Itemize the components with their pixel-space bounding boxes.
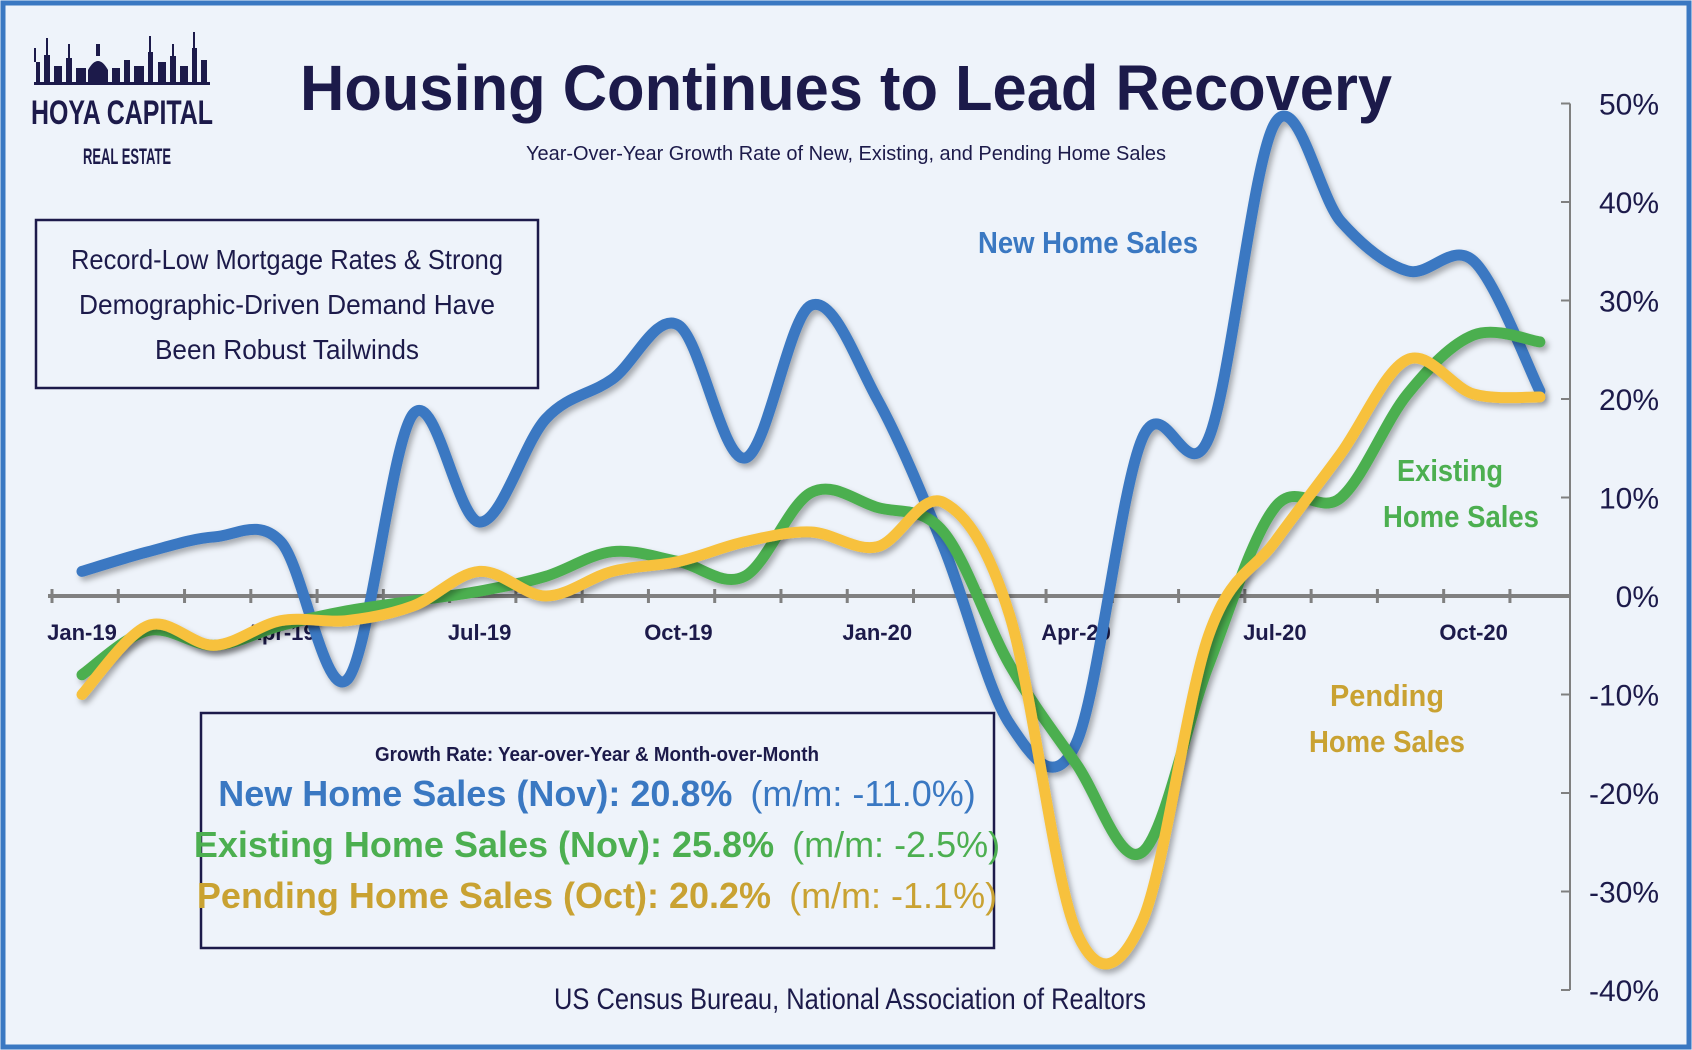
stats-row-pending-main: Pending Home Sales (Oct): 20.2% — [197, 875, 771, 916]
stats-heading: Growth Rate: Year-over-Year & Month-over… — [375, 744, 819, 766]
y-tick-label: 40% — [1599, 187, 1659, 220]
y-tick-label: -40% — [1589, 975, 1659, 1008]
y-tick-label: -20% — [1589, 778, 1659, 811]
y-tick-label: 10% — [1599, 483, 1659, 516]
series-label-existing-1: Existing — [1397, 453, 1503, 488]
chart-subtitle: Year-Over-Year Growth Rate of New, Exist… — [526, 143, 1166, 165]
x-tick-label: Jul-19 — [448, 620, 512, 645]
y-tick-label: 30% — [1599, 286, 1659, 319]
stats-row-new-sub: (m/m: -11.0%) — [750, 773, 975, 814]
stats-row-new-main: New Home Sales (Nov): 20.8% — [218, 773, 732, 814]
y-tick-label: -10% — [1589, 680, 1659, 713]
logo: HOYA CAPITAL REAL ESTATE — [31, 32, 213, 169]
skyline-icon — [34, 32, 210, 85]
stats-box: Growth Rate: Year-over-Year & Month-over… — [194, 711, 1000, 950]
x-tick-label: Jan-19 — [47, 620, 117, 645]
series-label-pending-2: Home Sales — [1309, 724, 1465, 759]
stats-row-existing-main: Existing Home Sales (Nov): 25.8% — [194, 824, 774, 865]
x-tick-label: Oct-19 — [644, 620, 712, 645]
stats-row-existing-sub: (m/m: -2.5%) — [792, 824, 1000, 865]
series-labels: New Home Sales Existing Home Sales Pendi… — [978, 225, 1539, 759]
stats-row-existing: Existing Home Sales (Nov): 25.8% (m/m: -… — [194, 824, 1000, 865]
stats-row-pending-sub: (m/m: -1.1%) — [789, 875, 997, 916]
x-tick-label: Jul-20 — [1243, 620, 1307, 645]
y-tick-label: -30% — [1589, 877, 1659, 910]
note-box-border — [34, 218, 540, 390]
stats-box-border — [199, 711, 996, 950]
y-tick-label: 20% — [1599, 384, 1659, 417]
note-box: Record-Low Mortgage Rates & Strong Demog… — [34, 218, 540, 390]
note-line-3: Been Robust Tailwinds — [155, 334, 419, 365]
series-line-new — [76, 110, 1546, 773]
series-label-pending-1: Pending — [1330, 678, 1444, 713]
logo-line1: HOYA CAPITAL — [31, 94, 213, 132]
series-line-pending — [76, 352, 1546, 970]
logo-line2: REAL ESTATE — [83, 144, 171, 169]
series-label-existing-2: Home Sales — [1383, 499, 1539, 534]
source-note: US Census Bureau, National Association o… — [554, 983, 1146, 1016]
stats-row-pending: Pending Home Sales (Oct): 20.2% (m/m: -1… — [197, 875, 997, 916]
note-line-1: Record-Low Mortgage Rates & Strong — [71, 244, 503, 275]
stats-row-new: New Home Sales (Nov): 20.8% (m/m: -11.0%… — [218, 773, 976, 814]
chart-title: Housing Continues to Lead Recovery — [300, 52, 1392, 124]
y-tick-label: 0% — [1616, 581, 1659, 614]
x-tick-label: Jan-20 — [842, 620, 912, 645]
note-line-2: Demographic-Driven Demand Have — [79, 289, 495, 320]
y-tick-label: 50% — [1599, 89, 1659, 122]
x-tick-label: Oct-20 — [1439, 620, 1507, 645]
series-label-new: New Home Sales — [978, 225, 1198, 260]
series-layer — [76, 110, 1546, 970]
series-line-existing — [76, 326, 1546, 860]
